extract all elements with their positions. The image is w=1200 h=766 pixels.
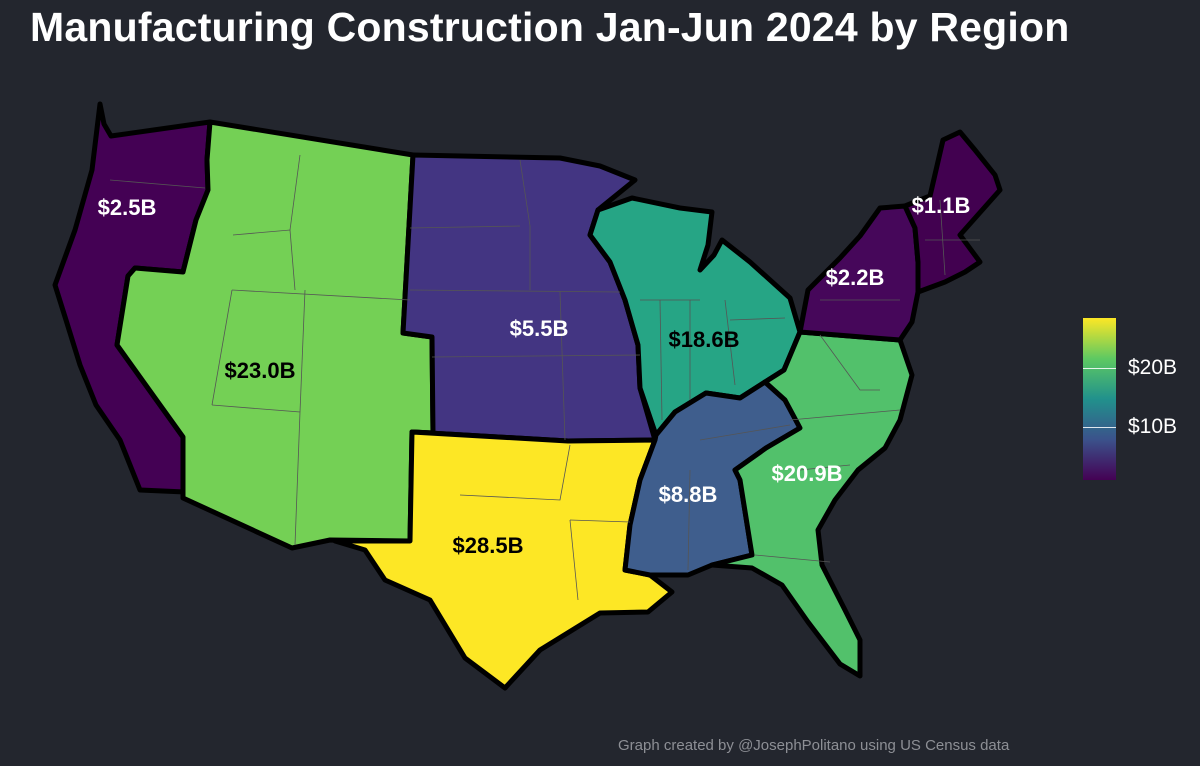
label-new-england: $1.1B <box>912 193 971 218</box>
label-east-south-central: $8.8B <box>659 482 718 507</box>
label-east-north-central: $18.6B <box>669 327 740 352</box>
legend-label-10: $10B <box>1128 415 1178 439</box>
region-labels: $2.5B $23.0B $5.5B $28.5B $18.6B $8.8B $… <box>98 193 971 558</box>
label-middle-atlantic: $2.2B <box>826 265 885 290</box>
color-legend: $20B $10B <box>1083 318 1193 483</box>
legend-tick-10 <box>1083 427 1116 429</box>
region-new-england <box>902 129 1003 295</box>
region-west-north-central <box>400 152 658 444</box>
source-credit: Graph created by @JosephPolitano using U… <box>618 737 1010 754</box>
legend-gradient-bar <box>1083 318 1116 480</box>
label-south-atlantic: $20.9B <box>772 461 843 486</box>
map-title: Manufacturing Construction Jan-Jun 2024 … <box>30 4 1070 50</box>
legend-tick-20 <box>1083 368 1116 370</box>
region-south-atlantic <box>709 329 915 679</box>
label-west-south-central: $28.5B <box>453 533 524 558</box>
label-west-north-central: $5.5B <box>510 316 569 341</box>
label-mountain: $23.0B <box>225 358 296 383</box>
state-boundaries <box>109 154 980 601</box>
legend-label-20: $20B <box>1128 356 1178 380</box>
label-pacific: $2.5B <box>98 195 157 220</box>
